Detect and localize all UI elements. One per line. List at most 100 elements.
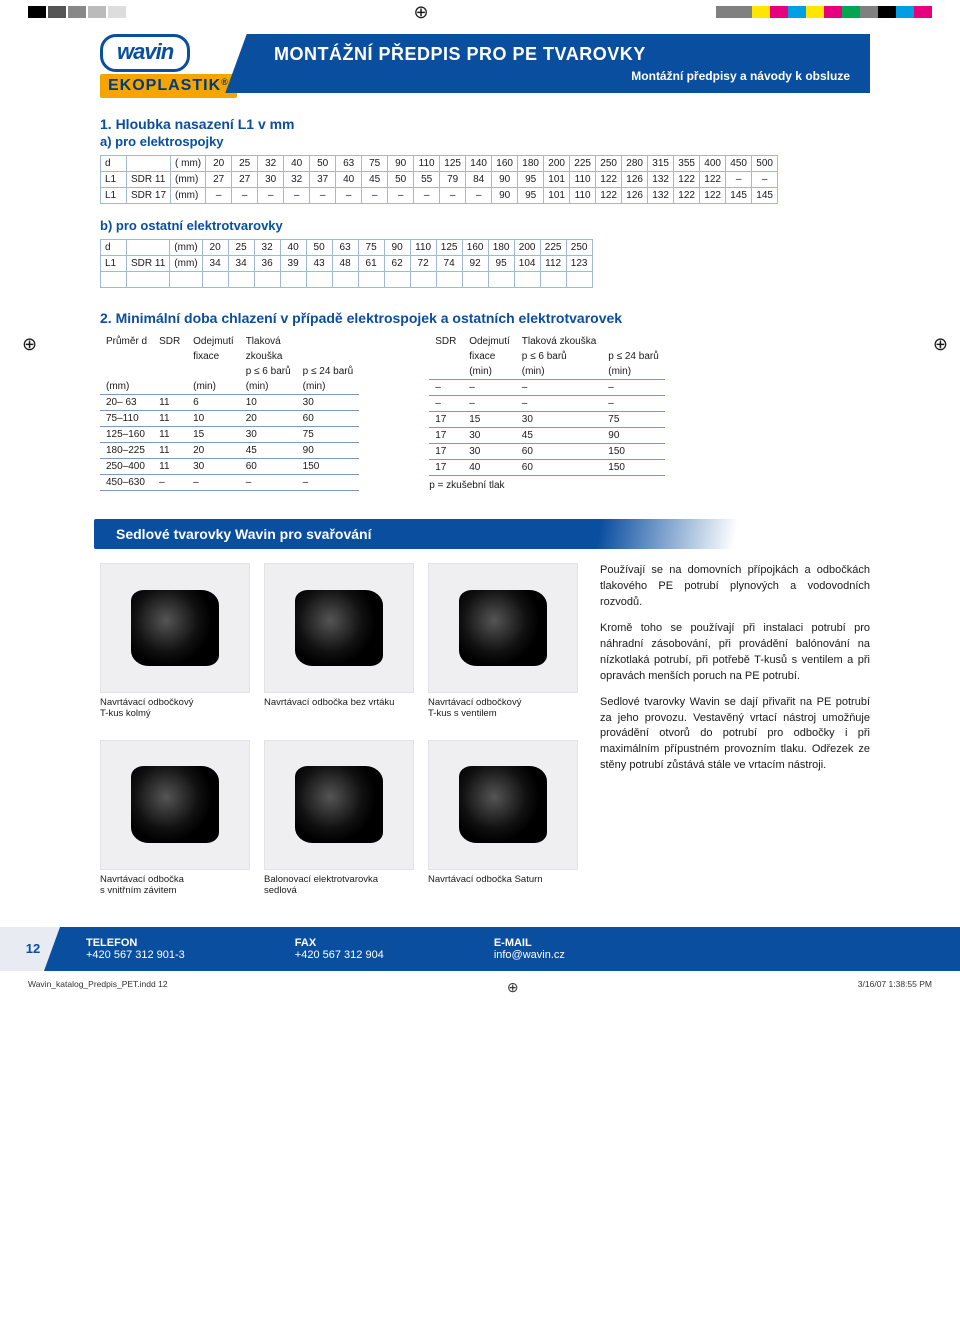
- table-cell: –: [516, 396, 602, 412]
- table-cell: p ≤ 6 barů: [240, 364, 297, 379]
- header-row: wavin EKOPLASTIK® MONTÁŽNÍ PŘEDPIS PRO P…: [100, 34, 870, 98]
- table-cell: 140: [466, 156, 492, 172]
- table-cell: 110: [410, 240, 436, 256]
- table-cell: 17: [429, 460, 463, 476]
- registration-mark-icon: ⊕: [933, 334, 948, 355]
- color-swatches: [716, 6, 932, 18]
- table-2-right: SDROdejmutíTlaková zkouškafixacep ≤ 6 ba…: [429, 334, 665, 476]
- table-cell: [127, 240, 170, 256]
- table-cell: 11: [153, 443, 187, 459]
- table-cell: 101: [544, 172, 570, 188]
- table-cell: 145: [726, 188, 752, 204]
- table-cell: 126: [622, 172, 648, 188]
- table-cell: (min): [463, 364, 516, 380]
- table-cell: 60: [240, 459, 297, 475]
- product-caption: Navrtávací odbočka bez vrtáku: [264, 697, 414, 708]
- table-cell: [153, 364, 187, 379]
- table-cell: 180: [518, 156, 544, 172]
- table-cell: 95: [518, 188, 544, 204]
- table-cell: 43: [306, 256, 332, 272]
- grayscale-swatches: [28, 6, 126, 18]
- table-cell: 125–160: [100, 427, 153, 443]
- table-cell: 112: [540, 256, 566, 272]
- table-cell: 122: [700, 188, 726, 204]
- product-image: [100, 563, 250, 693]
- table-cell: 250–400: [100, 459, 153, 475]
- table-cell: SDR: [153, 334, 187, 349]
- table-cell: –: [429, 380, 463, 396]
- table-cell: 400: [700, 156, 726, 172]
- pressure-note: p = zkušební tlak: [429, 480, 665, 491]
- registration-mark-icon: ⊕: [413, 2, 428, 23]
- footer-email: E-MAIL info@wavin.cz: [494, 937, 565, 961]
- table-cell: 75: [358, 240, 384, 256]
- table-cell: 39: [280, 256, 306, 272]
- table-cell: 122: [596, 188, 622, 204]
- table-cell: –: [232, 188, 258, 204]
- table-cell: –: [466, 188, 492, 204]
- table-cell: (mm): [170, 256, 202, 272]
- footer-fax: FAX +420 567 312 904: [295, 937, 384, 961]
- wavin-logo: wavin: [100, 34, 190, 72]
- email-value[interactable]: info@wavin.cz: [494, 949, 565, 961]
- product-tile: Navrtávací odbočkový T-kus s ventilem: [428, 563, 578, 720]
- table-cell: 10: [187, 411, 240, 427]
- table-cell: 280: [622, 156, 648, 172]
- table-cell: 250: [566, 240, 592, 256]
- table-cell: 110: [414, 156, 440, 172]
- section1-title: 1. Hloubka nasazení L1 v mm: [100, 116, 870, 132]
- table-cell: 6: [187, 395, 240, 411]
- table-cell: 450: [726, 156, 752, 172]
- meta-filename: Wavin_katalog_Predpis_PET.indd 12: [28, 979, 168, 996]
- table-cell: 75: [602, 412, 665, 428]
- table-cell: Průměr d: [100, 334, 153, 349]
- table-cell: 200: [544, 156, 570, 172]
- table-cell: –: [336, 188, 362, 204]
- email-link[interactable]: info@wavin.cz: [494, 949, 565, 961]
- table-cell: 63: [332, 240, 358, 256]
- table-cell: SDR 17: [127, 188, 171, 204]
- table-cell: (min): [297, 379, 360, 395]
- footer: 12 TELEFON +420 567 312 901-3 FAX +420 5…: [0, 927, 960, 971]
- table-cell: fixace: [187, 349, 240, 364]
- table-cell: 72: [410, 256, 436, 272]
- table-cell: 17: [429, 412, 463, 428]
- footer-telefon: TELEFON +420 567 312 901-3: [86, 937, 185, 961]
- product-caption: Navrtávací odbočkový T-kus kolmý: [100, 697, 250, 720]
- table-cell: [429, 349, 463, 364]
- table-cell: (min): [187, 379, 240, 395]
- section1a-subtitle: a) pro elektrospojky: [100, 134, 870, 149]
- table-cell: 27: [206, 172, 232, 188]
- table-cell: –: [440, 188, 466, 204]
- table-cell: 15: [463, 412, 516, 428]
- table-cell: 450–630: [100, 475, 153, 491]
- table-cell: 17: [429, 428, 463, 444]
- saddle-heading-ribbon: Sedlové tvarovky Wavin pro svařování: [94, 519, 870, 549]
- ekoplastik-text: EKOPLASTIK: [108, 77, 221, 94]
- table-cell: (min): [516, 364, 602, 380]
- doc-subtitle: Montážní předpisy a návody k obsluze: [274, 69, 850, 83]
- table-cell: 90: [492, 172, 518, 188]
- table-cell: d: [101, 156, 127, 172]
- cooling-tables: ⊕ ⊕ Průměr dSDROdejmutíTlakováfixacezkou…: [100, 334, 870, 491]
- product-tile: Navrtávací odbočka Saturn: [428, 740, 578, 897]
- wavin-wordmark: wavin: [117, 39, 173, 64]
- description-paragraph: Kromě toho se používají při instalaci po…: [600, 621, 870, 685]
- table-cell: [429, 364, 463, 380]
- table-cell: [153, 349, 187, 364]
- table-cell: SDR: [429, 334, 463, 349]
- product-caption: Navrtávací odbočkový T-kus s ventilem: [428, 697, 578, 720]
- description-paragraph: Používají se na domovních přípojkách a o…: [600, 563, 870, 611]
- table-2-left: Průměr dSDROdejmutíTlakováfixacezkouškap…: [100, 334, 359, 491]
- table-cell: 20– 63: [100, 395, 153, 411]
- table-cell: 34: [228, 256, 254, 272]
- table-cell: (mm): [100, 379, 153, 395]
- table-cell: 75–110: [100, 411, 153, 427]
- table-cell: L1: [101, 188, 127, 204]
- table-cell: –: [153, 475, 187, 491]
- table-cell: 50: [388, 172, 414, 188]
- table-1a: d( mm)2025324050637590110125140160180200…: [100, 155, 778, 204]
- table-cell: p ≤ 24 barů: [602, 349, 665, 364]
- footer-bar: TELEFON +420 567 312 901-3 FAX +420 567 …: [66, 927, 960, 971]
- imposition-meta: Wavin_katalog_Predpis_PET.indd 12 ⊕ 3/16…: [0, 971, 960, 1000]
